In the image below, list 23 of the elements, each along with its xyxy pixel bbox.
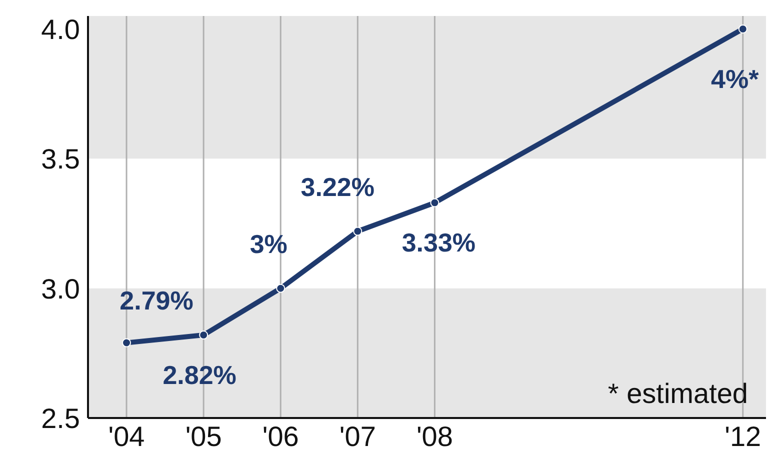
x-tick-label: '05 [185, 420, 222, 452]
data-label: 4%* [711, 64, 760, 94]
y-tick-label: 3.0 [41, 273, 80, 304]
y-tick-label: 4.0 [41, 14, 80, 45]
point [199, 330, 208, 340]
data-label: 3.22% [300, 172, 375, 202]
data-label: 3.33% [402, 228, 476, 258]
y-tick-label: 3.5 [41, 144, 80, 175]
data-label: 3% [250, 229, 288, 260]
x-tick-label: '08 [416, 420, 453, 452]
point [122, 338, 132, 348]
data-label: 2.82% [162, 360, 236, 390]
point [276, 284, 286, 293]
y-tick-label: 2.5 [41, 402, 80, 434]
point [430, 198, 440, 208]
x-tick-label: '04 [108, 420, 145, 452]
x-tick-label: '06 [262, 420, 299, 452]
data-label: 2.79% [120, 286, 194, 316]
point [353, 226, 362, 236]
x-tick-label: '07 [339, 420, 376, 452]
point [738, 24, 748, 34]
annotation: * estimated [608, 378, 748, 410]
x-tick-label: '12 [724, 420, 762, 452]
